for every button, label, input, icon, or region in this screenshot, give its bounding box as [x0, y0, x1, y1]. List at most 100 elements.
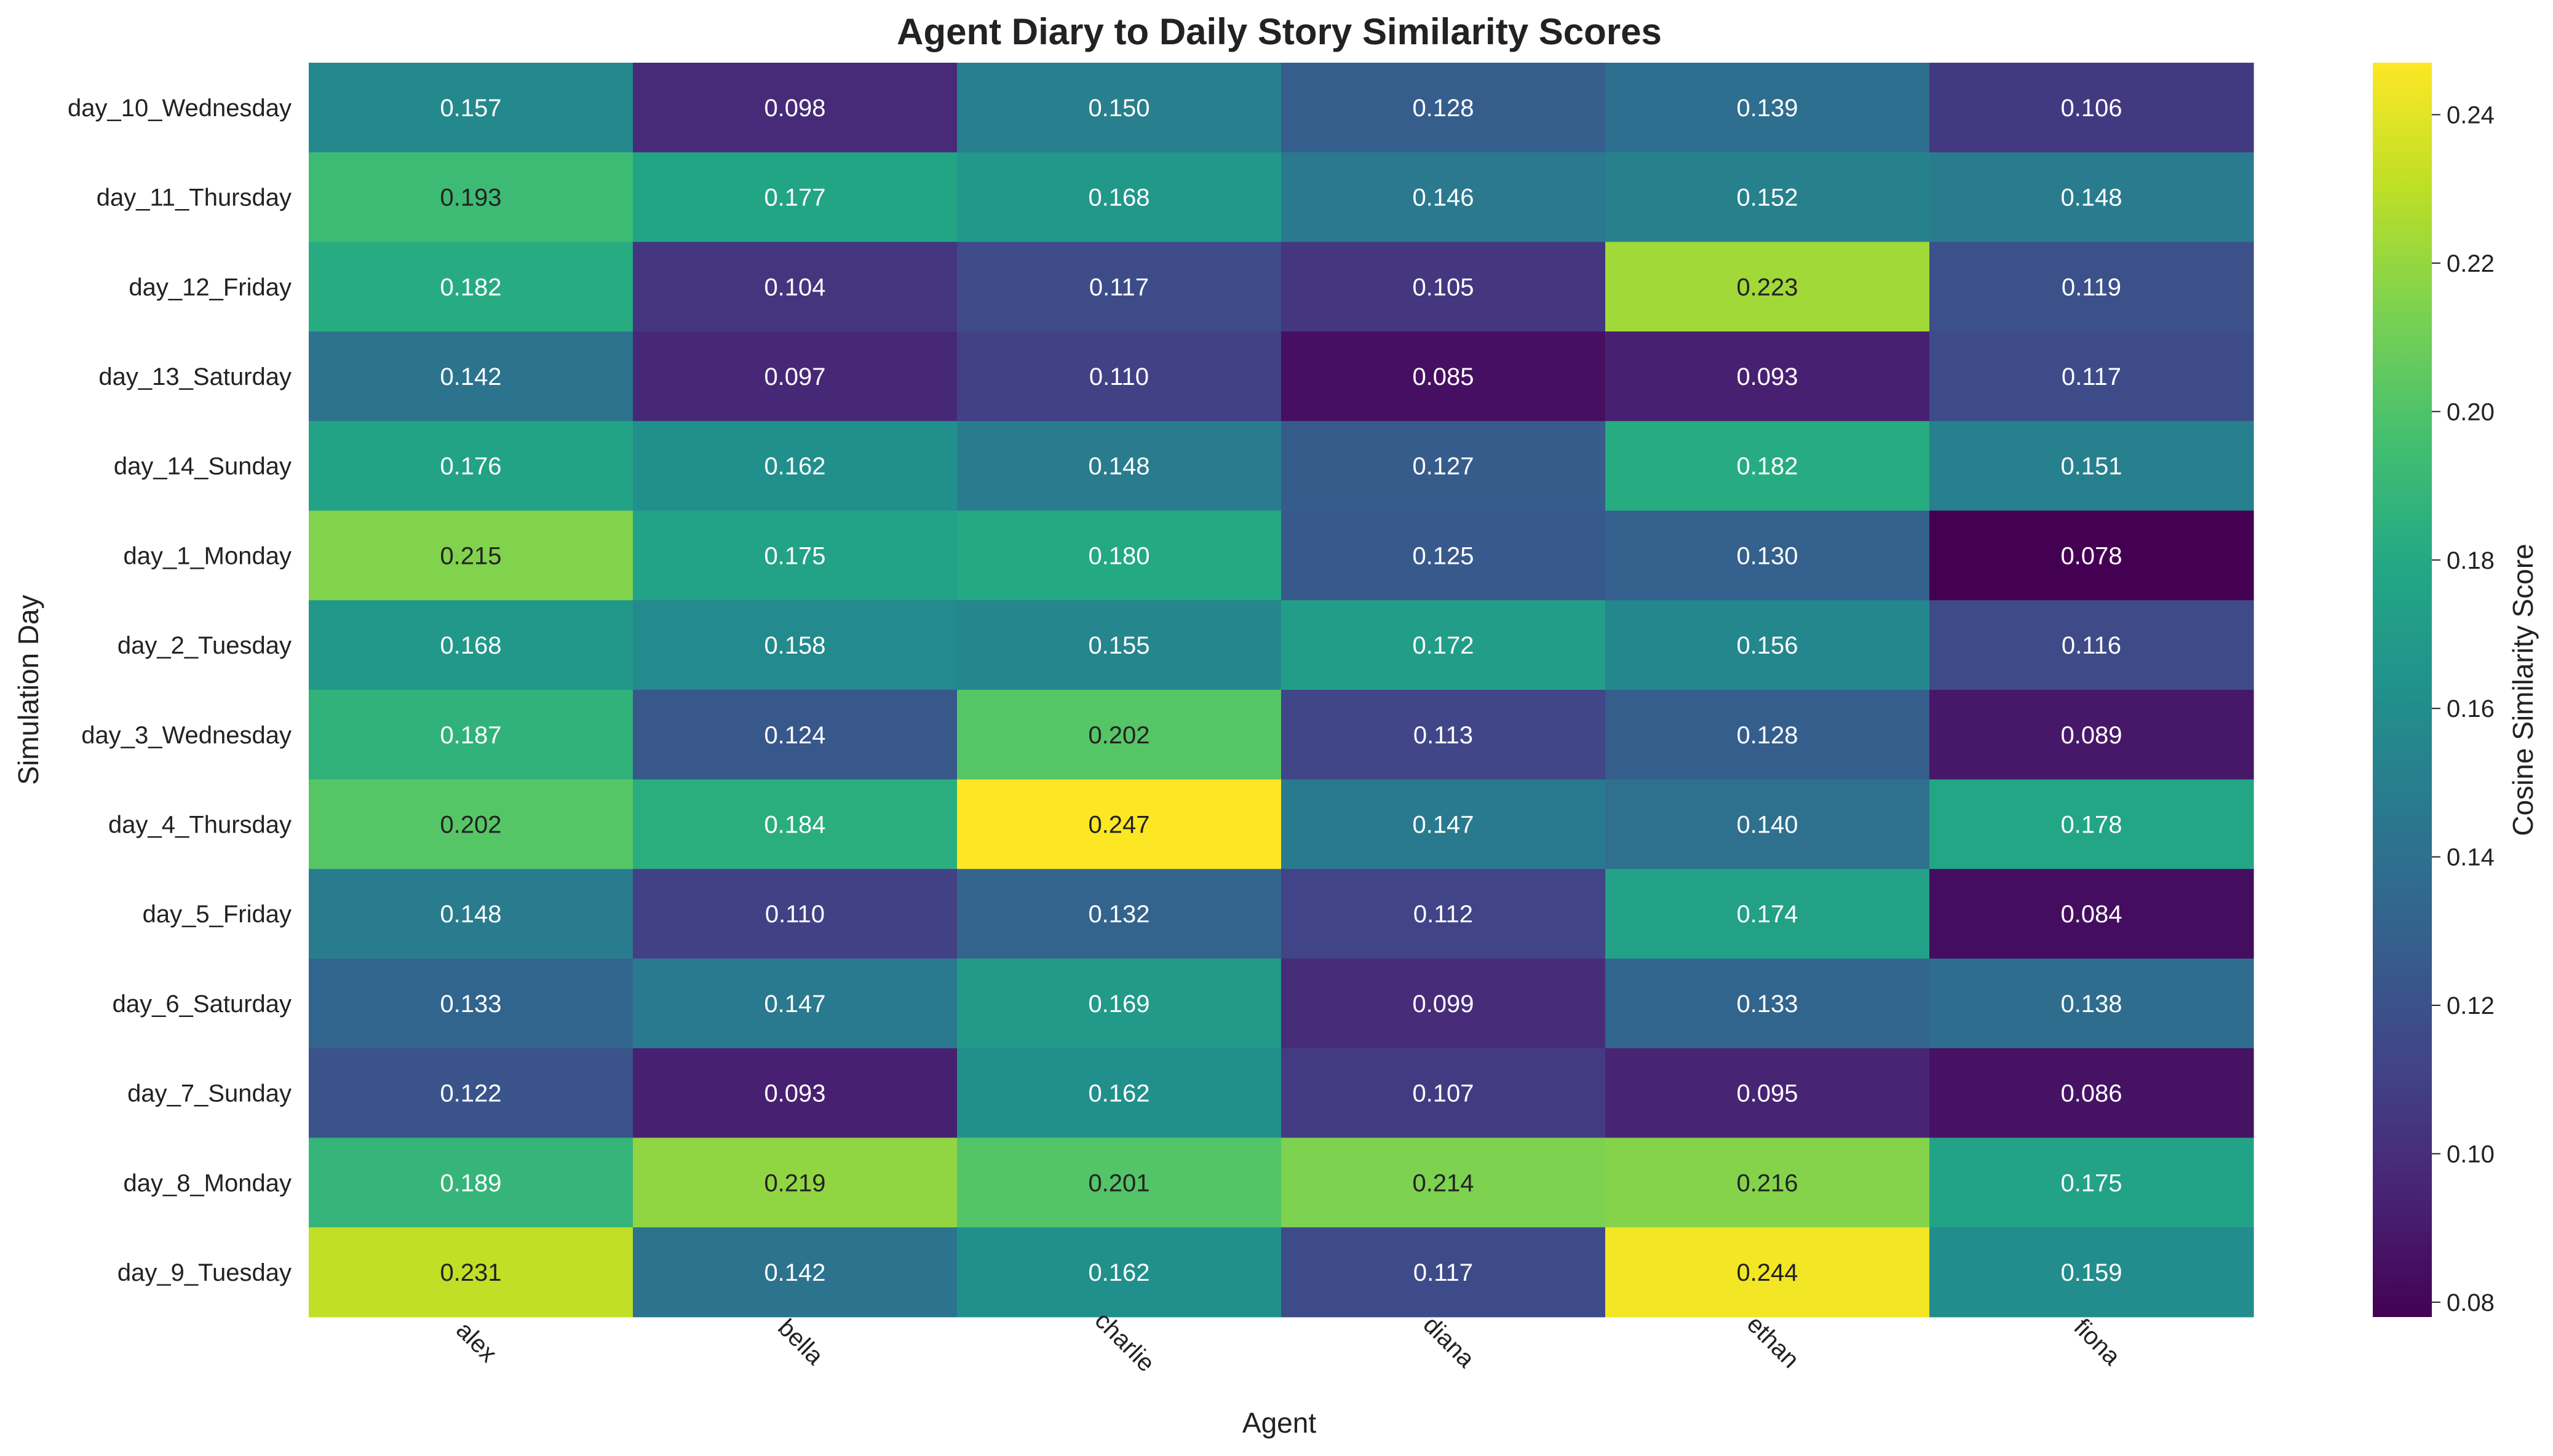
heatmap-cell-day_7_Sunday-bella: [633, 1048, 958, 1138]
y-tick-labels: day_10_Wednesday day_11_Thursday day_12_Fr…: [68, 95, 292, 1286]
colorbar-tick-label: 0.16: [2447, 695, 2495, 722]
heatmap-cell-day_5_Friday-ethan: [1605, 869, 1930, 959]
heatmap-cell-day_8_Monday-bella: [633, 1138, 958, 1228]
heatmap-cell-day_12_Friday-alex: [309, 242, 633, 332]
heatmap-cell-day_13_Saturday-bella: [633, 331, 958, 422]
cell-value-label: 0.168: [440, 632, 501, 659]
colorbar-tick-label: 0.08: [2447, 1289, 2495, 1316]
cell-value-label: 0.098: [764, 95, 825, 122]
heatmap-cell-day_6_Saturday-diana: [1281, 959, 1606, 1049]
heatmap-cell-day_6_Saturday-fiona: [1929, 959, 2254, 1049]
cell-value-label: 0.093: [764, 1080, 825, 1107]
cell-value-label: 0.202: [1088, 722, 1149, 749]
cell-value-label: 0.124: [764, 722, 825, 749]
heatmap-cell-day_12_Friday-charlie: [957, 242, 1282, 332]
heatmap-cell-day_9_Tuesday-diana: [1281, 1227, 1606, 1318]
cell-value-label: 0.086: [2060, 1080, 2122, 1107]
heatmap-cell-day_3_Wednesday-fiona: [1929, 689, 2254, 780]
heatmap-cell-day_11_Thursday-alex: [309, 152, 633, 242]
cell-value-label: 0.184: [764, 811, 825, 838]
cell-value-label: 0.244: [1736, 1259, 1798, 1286]
cell-value-label: 0.146: [1412, 184, 1474, 212]
cell-value-label: 0.169: [1088, 991, 1149, 1018]
cell-value-label: 0.128: [1736, 722, 1798, 749]
cell-value-label: 0.178: [2060, 811, 2122, 838]
heatmap-cell-day_7_Sunday-charlie: [957, 1048, 1282, 1138]
heatmap-cell-day_11_Thursday-fiona: [1929, 152, 2254, 242]
heatmap-cell-day_4_Thursday-alex: [309, 779, 633, 869]
y-tick-label: day_3_Wednesday: [81, 722, 292, 749]
cell-value-label: 0.219: [764, 1169, 825, 1197]
y-tick-label: day_2_Tuesday: [117, 632, 292, 659]
y-axis-label: Simulation Day: [12, 595, 44, 785]
heatmap-cell-day_5_Friday-diana: [1281, 869, 1606, 959]
cell-value-label: 0.085: [1412, 363, 1474, 390]
colorbar-tick-label: 0.14: [2447, 844, 2495, 871]
heatmap-cell-day_12_Friday-diana: [1281, 242, 1606, 332]
colorbar-label: Cosine Similarity Score: [2507, 544, 2539, 836]
cell-value-label: 0.150: [1088, 95, 1149, 122]
heatmap-cell-day_11_Thursday-bella: [633, 152, 958, 242]
cell-value-label: 0.140: [1736, 811, 1798, 838]
cell-value-label: 0.106: [2060, 95, 2122, 122]
heatmap-cell-day_6_Saturday-ethan: [1605, 959, 1930, 1049]
cell-value-label: 0.172: [1412, 632, 1474, 659]
heatmap-cell-day_8_Monday-ethan: [1605, 1138, 1930, 1228]
cell-value-label: 0.130: [1736, 542, 1798, 569]
heatmap-cell-day_10_Wednesday-ethan: [1605, 63, 1930, 153]
cell-value-label: 0.084: [2060, 901, 2122, 928]
cell-value-label: 0.214: [1412, 1169, 1474, 1197]
heatmap-cell-day_7_Sunday-alex: [309, 1048, 633, 1138]
y-tick-label: day_13_Saturday: [98, 363, 292, 390]
heatmap-cell-day_13_Saturday-ethan: [1605, 331, 1930, 422]
heatmap-cell-day_12_Friday-bella: [633, 242, 958, 332]
heatmap-cell-day_4_Thursday-diana: [1281, 779, 1606, 869]
cell-value-label: 0.158: [764, 632, 825, 659]
y-tick-label: day_9_Tuesday: [117, 1259, 292, 1286]
cell-value-label: 0.117: [1089, 274, 1149, 301]
cell-value-label: 0.177: [764, 184, 825, 212]
cell-value-label: 0.182: [440, 274, 501, 301]
cell-value-label: 0.116: [2062, 632, 2121, 659]
heatmap-cell-day_1_Monday-charlie: [957, 510, 1282, 601]
heatmap-cell-day_6_Saturday-alex: [309, 959, 633, 1049]
heatmap-cell-day_14_Sunday-alex: [309, 421, 633, 512]
heatmap-cell-day_12_Friday-ethan: [1605, 242, 1930, 332]
cell-value-label: 0.113: [1413, 722, 1473, 749]
cell-value-label: 0.201: [1088, 1169, 1149, 1197]
y-tick-label: day_1_Monday: [123, 542, 292, 569]
cell-value-label: 0.078: [2060, 542, 2122, 569]
cell-value-label: 0.119: [2062, 274, 2121, 301]
cell-value-label: 0.138: [2060, 991, 2122, 1018]
cell-value-label: 0.107: [1412, 1080, 1474, 1107]
x-axis-label: Agent: [1242, 1407, 1316, 1439]
cell-value-label: 0.247: [1088, 811, 1149, 838]
heatmap-cell-day_1_Monday-bella: [633, 510, 958, 601]
heatmap-cell-day_1_Monday-fiona: [1929, 510, 2254, 601]
heatmap-cell-day_5_Friday-fiona: [1929, 869, 2254, 959]
heatmap-cell-day_12_Friday-fiona: [1929, 242, 2254, 332]
cell-value-label: 0.117: [1413, 1259, 1473, 1286]
cell-value-label: 0.093: [1736, 363, 1798, 390]
cell-value-label: 0.202: [440, 811, 501, 838]
cell-value-label: 0.174: [1736, 901, 1798, 928]
cell-value-label: 0.104: [764, 274, 825, 301]
heatmap-cell-day_9_Tuesday-bella: [633, 1227, 958, 1318]
heatmap-cell-day_10_Wednesday-alex: [309, 63, 633, 153]
y-tick-label: day_12_Friday: [129, 274, 292, 301]
heatmap-cell-day_1_Monday-ethan: [1605, 510, 1930, 601]
cell-value-label: 0.110: [1089, 363, 1149, 390]
x-tick-label: fiona: [2068, 1313, 2126, 1371]
heatmap-cell-day_7_Sunday-ethan: [1605, 1048, 1930, 1138]
heatmap-cell-day_14_Sunday-ethan: [1605, 421, 1930, 512]
heatmap-cell-day_3_Wednesday-bella: [633, 689, 958, 780]
cell-value-label: 0.152: [1736, 184, 1798, 212]
heatmap-cell-day_10_Wednesday-fiona: [1929, 63, 2254, 153]
heatmap-cell-day_2_Tuesday-bella: [633, 600, 958, 690]
cell-value-label: 0.133: [1736, 991, 1798, 1018]
heatmap-cell-day_3_Wednesday-diana: [1281, 689, 1606, 780]
cell-value-label: 0.193: [440, 184, 501, 212]
heatmap-cell-day_9_Tuesday-charlie: [957, 1227, 1282, 1318]
heatmap-cell-day_8_Monday-diana: [1281, 1138, 1606, 1228]
heatmap-cell-day_11_Thursday-diana: [1281, 152, 1606, 242]
